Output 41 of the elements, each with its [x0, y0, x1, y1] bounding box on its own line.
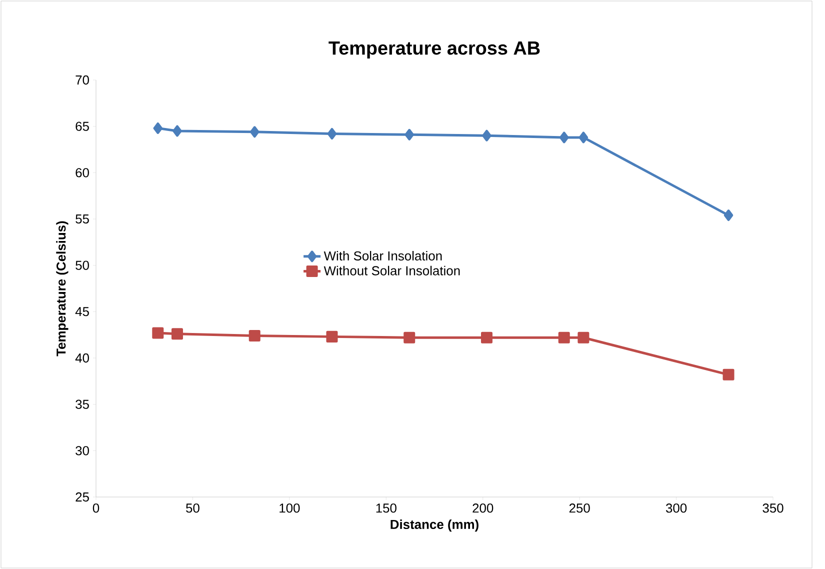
legend-label: With Solar Insolation [324, 250, 442, 260]
point [326, 330, 338, 342]
y-tick-label: 65 [76, 122, 89, 131]
x-tick-label: 0 [92, 504, 100, 513]
x-axis-title: Distance (mm) [390, 520, 478, 532]
x-tick-label: 250 [569, 504, 590, 513]
point [327, 128, 337, 140]
x-tick-label: 300 [666, 504, 687, 513]
point [404, 128, 414, 140]
y-tick-label: 25 [76, 492, 89, 502]
y-tick-label: 35 [76, 400, 89, 409]
point [722, 368, 734, 380]
y-tick-label: 55 [76, 214, 89, 224]
point [248, 330, 260, 342]
y-tick-label: 40 [75, 353, 89, 363]
y-tick-label: 70 [76, 75, 89, 85]
x-tick-label: 50 [186, 504, 200, 513]
y-tick-label: 30 [76, 446, 89, 456]
point [153, 122, 163, 134]
point [482, 130, 492, 142]
x-tick-label: 200 [472, 504, 494, 513]
point [404, 332, 416, 344]
legend-label: Without Solar Insolation [324, 266, 460, 276]
y-axis-title: Temperature (Celsius) [56, 221, 68, 356]
x-tick-label: 150 [376, 504, 396, 513]
point [250, 126, 260, 138]
point [558, 332, 570, 344]
point [172, 125, 182, 137]
x-tick-label: 100 [280, 504, 300, 513]
point [578, 332, 590, 344]
point [171, 328, 183, 340]
point [578, 132, 588, 144]
x-tick-label: 350 [762, 504, 784, 513]
point [152, 327, 164, 339]
chart-title: Temperature across AB [328, 42, 540, 58]
point [724, 210, 734, 222]
point [480, 332, 492, 344]
point [559, 132, 569, 144]
y-tick-label: 50 [76, 260, 89, 270]
y-tick-label: 45 [75, 307, 89, 316]
y-tick-label: 60 [76, 168, 89, 178]
